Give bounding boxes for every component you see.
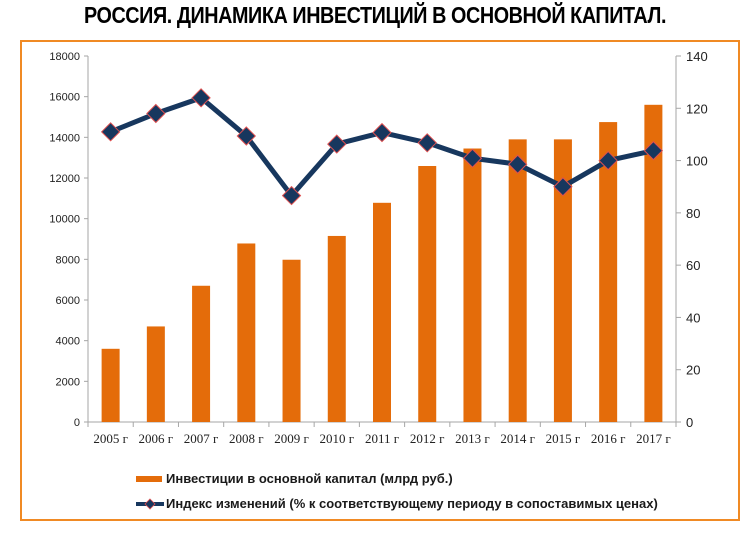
left-axis-tick-label: 2000 bbox=[56, 376, 80, 388]
bar-investments bbox=[508, 139, 527, 422]
x-axis-tick-label: 2015 г bbox=[546, 431, 581, 446]
x-axis-tick-label: 2009 г bbox=[274, 431, 309, 446]
marker-index bbox=[462, 148, 483, 168]
bar-investments bbox=[192, 285, 211, 422]
x-axis-tick-label: 2014 г bbox=[500, 431, 535, 446]
bar-investments bbox=[599, 122, 618, 422]
right-axis-tick-label: 100 bbox=[686, 154, 708, 169]
marker-index bbox=[643, 140, 664, 161]
right-axis-tick-label: 80 bbox=[686, 206, 700, 221]
left-axis-tick-label: 8000 bbox=[56, 254, 80, 266]
bar-investments bbox=[644, 104, 663, 423]
marker-index bbox=[553, 177, 573, 197]
x-axis-tick-label: 2008 г bbox=[229, 431, 264, 446]
marker-index bbox=[598, 150, 618, 171]
left-axis-tick-label: 12000 bbox=[49, 173, 80, 185]
right-axis-tick-label: 120 bbox=[686, 101, 708, 116]
left-axis-tick-label: 14000 bbox=[49, 132, 80, 144]
bar-investments bbox=[327, 235, 346, 422]
x-axis-tick-label: 2011 г bbox=[365, 431, 399, 446]
marker-index bbox=[417, 133, 437, 153]
legend-item-index: Индекс изменений (% к соответствующему п… bbox=[136, 496, 658, 511]
left-axis-tick-label: 4000 bbox=[56, 336, 80, 348]
x-axis-tick-label: 2006 г bbox=[139, 431, 174, 446]
legend-line-swatch bbox=[136, 497, 164, 510]
x-axis-tick-label: 2005 г bbox=[93, 431, 128, 446]
x-axis-tick-label: 2012 г bbox=[410, 431, 445, 446]
marker-index bbox=[327, 134, 347, 154]
marker-index bbox=[372, 122, 392, 143]
right-axis-tick-label: 60 bbox=[686, 258, 700, 273]
x-axis-tick-label: 2013 г bbox=[455, 431, 490, 446]
left-axis-tick-label: 10000 bbox=[49, 214, 80, 226]
left-axis-tick-label: 6000 bbox=[56, 295, 80, 307]
marker-index bbox=[507, 154, 528, 174]
left-axis-tick-label: 16000 bbox=[49, 92, 80, 104]
chart-frame bbox=[20, 40, 740, 521]
x-axis-tick-label: 2017 г bbox=[636, 431, 671, 446]
right-axis-tick-label: 140 bbox=[686, 49, 708, 64]
legend-label-index: Индекс изменений (% к соответствующему п… bbox=[166, 496, 658, 511]
bar-investments bbox=[418, 166, 437, 422]
bar-investments bbox=[237, 243, 256, 422]
bar-investments bbox=[463, 148, 482, 422]
x-axis-tick-label: 2010 г bbox=[319, 431, 354, 446]
bar-investments bbox=[146, 326, 165, 422]
bar-investments bbox=[101, 348, 120, 422]
bar-investments bbox=[282, 259, 301, 422]
right-axis-tick-label: 0 bbox=[686, 415, 693, 430]
line-index bbox=[109, 95, 654, 199]
legend-item-investments: Инвестиции в основной капитал (млрд руб.… bbox=[136, 471, 453, 486]
bar-investments bbox=[373, 202, 391, 422]
marker-index bbox=[100, 122, 121, 142]
marker-index bbox=[191, 88, 211, 108]
legend-label-investments: Инвестиции в основной капитал (млрд руб.… bbox=[166, 471, 453, 486]
right-axis-tick-label: 20 bbox=[686, 363, 700, 378]
bar-investments bbox=[553, 139, 572, 422]
right-axis-tick-label: 40 bbox=[686, 310, 700, 325]
left-axis-tick-label: 18000 bbox=[49, 51, 80, 63]
marker-index bbox=[146, 103, 166, 124]
legend-bar-swatch bbox=[136, 475, 162, 482]
x-axis-tick-label: 2007 г bbox=[184, 431, 219, 446]
marker-index bbox=[236, 126, 257, 146]
x-axis-tick-label: 2016 г bbox=[591, 431, 626, 446]
left-axis-tick-label: 0 bbox=[74, 417, 80, 429]
chart-title: РОССИЯ. ДИНАМИКА ИНВЕСТИЦИЙ В ОСНОВНОЙ К… bbox=[83, 2, 667, 28]
marker-index bbox=[281, 185, 302, 206]
